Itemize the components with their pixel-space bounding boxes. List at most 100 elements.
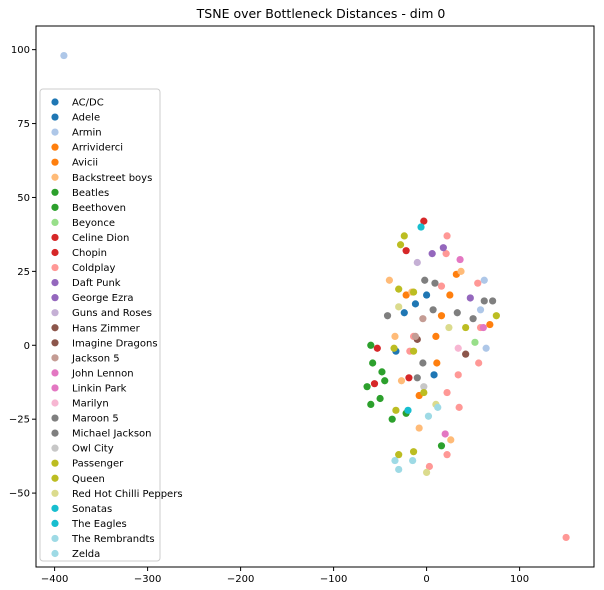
data-point [405,374,413,382]
data-point [417,223,425,231]
x-tick-label: 0 [423,574,429,585]
legend-label: Avicii [72,158,98,169]
data-point [430,371,438,379]
data-point [395,451,403,459]
chart-title: TSNE over Bottleneck Distances - dim 0 [196,6,446,21]
legend: AC/DC Adele Armin Arrividerci Avicii Backstre… [39,88,183,562]
data-point [420,388,428,397]
legend-marker [51,489,59,497]
legend-marker [51,429,59,437]
legend-marker [51,263,59,272]
data-point [462,323,470,332]
y-tick-label: −50 [9,489,30,500]
data-point [383,312,392,320]
legend-marker [51,549,59,558]
data-point [402,291,410,299]
legend-marker [51,474,59,482]
legend-label: Celine Dion [72,233,129,244]
data-point [388,415,396,423]
legend-label: Backstreet boys [72,173,152,184]
data-point [443,232,451,240]
data-point [381,377,389,385]
legend-marker [51,294,59,302]
data-point [562,533,570,542]
legend-label: Jackson 5 [71,353,120,364]
legend-label: Hans Zimmer [72,323,141,334]
data-point [432,332,440,341]
data-point [420,217,428,225]
plot-frame [35,25,595,568]
x-tick-label: −100 [320,574,347,585]
legend-marker [51,519,59,528]
data-point [445,323,453,332]
legend-marker [51,113,59,121]
data-point [409,448,418,456]
legend-marker [51,324,59,332]
data-point [453,309,461,317]
legend-label: Beyonce [72,218,115,229]
data-point [411,332,420,341]
x-axis: −400 −300 −200 −100 0 100 [41,567,529,585]
y-tick-label: 0 [24,341,30,352]
data-point [413,258,421,267]
data-point [462,350,470,358]
data-point [367,400,375,409]
data-point [471,338,479,346]
data-point [378,368,386,376]
data-point [390,344,398,352]
data-point [454,344,462,352]
legend-label: Beatles [72,188,109,199]
data-point [415,424,423,432]
points-layer [60,51,570,542]
data-point [404,406,412,414]
legend-marker [51,158,59,166]
data-point [397,377,406,385]
data-point [482,344,490,352]
legend-marker [51,444,59,452]
legend-label: Armin [72,128,102,139]
legend-label: Guns and Roses [72,308,152,319]
data-point [385,276,393,284]
legend-label: Owl City [72,444,114,455]
data-point [456,255,464,264]
data-point [492,312,500,320]
data-point [369,359,377,367]
y-axis: −50 −25 0 25 50 75 100 [9,45,36,500]
data-point [409,347,418,355]
legend-marker [51,309,59,317]
data-point [479,323,487,332]
data-point [437,282,446,290]
legend-label: Passenger [72,459,124,470]
data-point [480,276,488,284]
data-point [486,320,494,329]
legend-label: George Ezra [72,293,133,304]
data-point [423,468,431,476]
data-point [455,403,463,411]
data-point [466,294,474,302]
legend-label: Beethoven [72,203,126,214]
legend-label: Red Hot Chilli Peppers [72,489,183,500]
data-point [409,456,417,465]
data-point [434,403,442,411]
data-point [442,250,450,258]
data-point [391,332,399,341]
legend-marker [51,218,59,226]
x-tick-label: −300 [134,574,161,585]
data-point [441,430,449,438]
data-point [395,303,403,311]
data-point [409,288,418,296]
legend-label: Michael Jackson [72,429,152,440]
legend-marker [51,459,59,467]
y-tick-label: −25 [9,415,30,426]
y-tick-label: 25 [17,267,30,278]
data-point [443,388,451,397]
legend-marker [51,143,59,151]
data-point [420,383,428,391]
data-point [419,315,427,323]
legend-marker [51,233,59,242]
legend-marker [51,339,59,347]
data-point [421,276,429,284]
data-point [395,285,403,293]
data-point [367,341,375,349]
legend-label: Sonatas [72,504,112,515]
